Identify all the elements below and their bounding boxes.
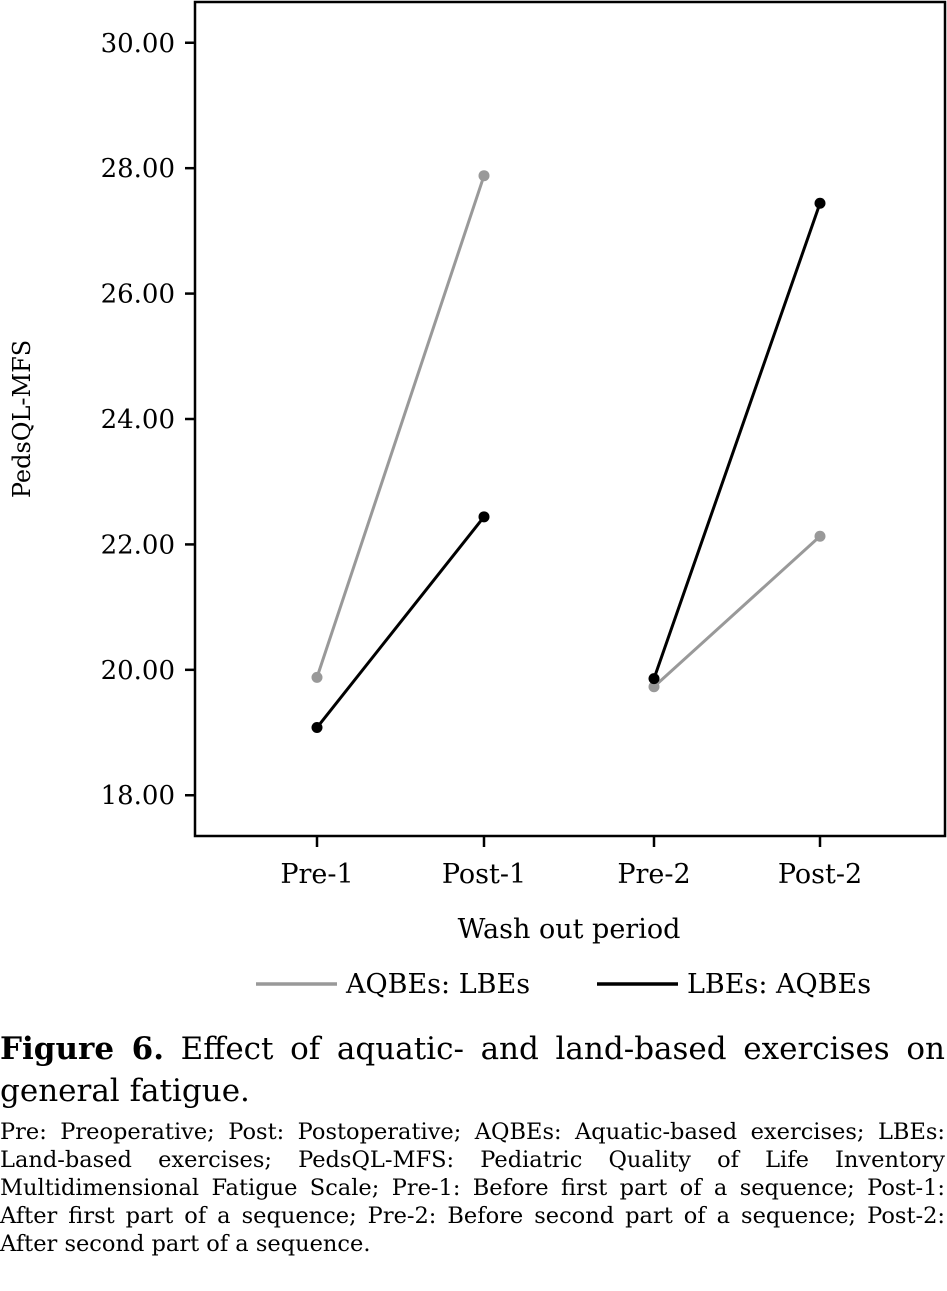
- line-chart: 18.00 20.00 22.00 24.00 26.00 28.00 30.00 Pre-…: [8, 0, 947, 1000]
- x-axis-label: Wash out period: [458, 914, 681, 945]
- data-point: [648, 673, 660, 685]
- y-tick-label: 20.00: [101, 656, 175, 686]
- y-tick-label: 30.00: [101, 29, 175, 59]
- legend-label: LBEs: AQBEs: [687, 969, 871, 1000]
- figure-label: Figure 6.: [0, 1031, 165, 1067]
- legend: AQBEs: LBEs LBEs: AQBEs: [256, 969, 871, 1000]
- x-tick-label: Pre-2: [617, 859, 690, 890]
- figure-caption: Figure 6. Effect of aquatic- and land-ba…: [0, 1028, 945, 1258]
- y-tick-label: 28.00: [101, 154, 175, 184]
- y-tick-label: 22.00: [101, 530, 175, 560]
- x-axis: Pre-1 Post-1 Pre-2 Post-2: [280, 836, 862, 890]
- caption-notes: Pre: Preoperative; Post: Postoperative; …: [0, 1119, 945, 1257]
- x-tick-label: Post-1: [442, 859, 526, 890]
- series-line-segment: [315, 515, 486, 729]
- series-line-segment: [652, 535, 822, 688]
- series-line-segment: [315, 175, 486, 678]
- series-2: [311, 197, 826, 734]
- y-tick-label: 24.00: [101, 405, 175, 435]
- data-point: [814, 530, 826, 542]
- data-point: [478, 170, 490, 182]
- caption-title-block: Figure 6. Effect of aquatic- and land-ba…: [0, 1028, 945, 1112]
- series-1: [311, 170, 826, 693]
- caption-title: Effect of aquatic- and land-based exerci…: [0, 1031, 945, 1109]
- data-point: [478, 511, 490, 523]
- x-tick-label: Post-2: [778, 859, 862, 890]
- plot-frame: [193, 0, 947, 838]
- y-tick-label: 18.00: [101, 781, 175, 811]
- data-point: [814, 197, 826, 209]
- legend-item-2: LBEs: AQBEs: [597, 969, 871, 1000]
- data-point: [311, 671, 323, 683]
- series-group: [311, 170, 826, 734]
- y-axis: 18.00 20.00 22.00 24.00 26.00 28.00 30.00: [101, 29, 195, 811]
- x-tick-label: Pre-1: [280, 859, 353, 890]
- legend-item-1: AQBEs: LBEs: [256, 969, 530, 1000]
- data-point: [311, 722, 323, 734]
- series-line-segment: [652, 202, 822, 680]
- data-point: [648, 681, 660, 693]
- y-axis-label: PedsQL-MFS: [8, 340, 36, 498]
- legend-label: AQBEs: LBEs: [345, 969, 530, 1000]
- y-tick-label: 26.00: [101, 280, 175, 310]
